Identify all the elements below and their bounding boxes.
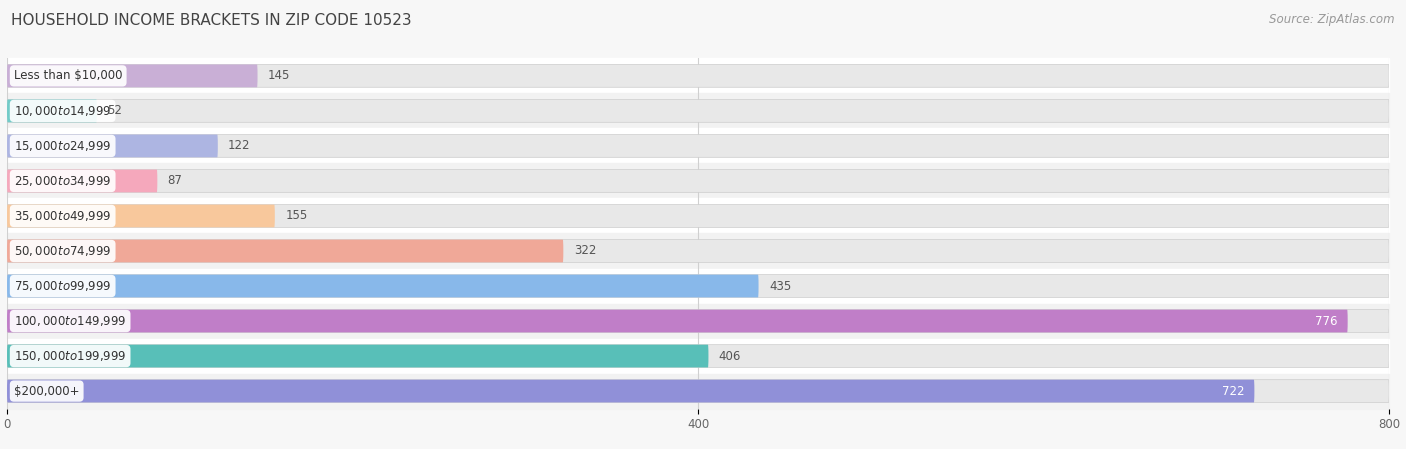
FancyBboxPatch shape bbox=[7, 345, 1389, 367]
Text: Source: ZipAtlas.com: Source: ZipAtlas.com bbox=[1270, 13, 1395, 26]
FancyBboxPatch shape bbox=[7, 380, 1389, 402]
Text: 406: 406 bbox=[718, 350, 741, 362]
FancyBboxPatch shape bbox=[7, 275, 759, 297]
Text: $10,000 to $14,999: $10,000 to $14,999 bbox=[14, 104, 111, 118]
Bar bbox=[7, 163, 1389, 198]
Bar bbox=[7, 374, 1389, 409]
Text: 776: 776 bbox=[1315, 315, 1337, 327]
Text: 435: 435 bbox=[769, 280, 792, 292]
Text: 155: 155 bbox=[285, 210, 308, 222]
FancyBboxPatch shape bbox=[7, 100, 1389, 122]
FancyBboxPatch shape bbox=[7, 135, 218, 157]
Text: $25,000 to $34,999: $25,000 to $34,999 bbox=[14, 174, 111, 188]
Text: Less than $10,000: Less than $10,000 bbox=[14, 70, 122, 82]
FancyBboxPatch shape bbox=[7, 240, 564, 262]
Text: HOUSEHOLD INCOME BRACKETS IN ZIP CODE 10523: HOUSEHOLD INCOME BRACKETS IN ZIP CODE 10… bbox=[11, 13, 412, 28]
FancyBboxPatch shape bbox=[7, 380, 1254, 402]
Text: $35,000 to $49,999: $35,000 to $49,999 bbox=[14, 209, 111, 223]
Bar bbox=[7, 269, 1389, 304]
Text: $50,000 to $74,999: $50,000 to $74,999 bbox=[14, 244, 111, 258]
FancyBboxPatch shape bbox=[7, 65, 1389, 87]
Text: 52: 52 bbox=[107, 105, 122, 117]
Text: $200,000+: $200,000+ bbox=[14, 385, 80, 397]
FancyBboxPatch shape bbox=[7, 205, 274, 227]
Bar bbox=[7, 304, 1389, 339]
Bar bbox=[7, 93, 1389, 128]
FancyBboxPatch shape bbox=[7, 100, 97, 122]
Text: 145: 145 bbox=[269, 70, 290, 82]
FancyBboxPatch shape bbox=[7, 310, 1348, 332]
FancyBboxPatch shape bbox=[7, 240, 1389, 262]
FancyBboxPatch shape bbox=[7, 65, 257, 87]
FancyBboxPatch shape bbox=[7, 310, 1389, 332]
Bar bbox=[7, 198, 1389, 233]
FancyBboxPatch shape bbox=[7, 170, 157, 192]
Bar bbox=[7, 58, 1389, 93]
FancyBboxPatch shape bbox=[7, 205, 1389, 227]
Text: $15,000 to $24,999: $15,000 to $24,999 bbox=[14, 139, 111, 153]
FancyBboxPatch shape bbox=[7, 345, 709, 367]
Text: 87: 87 bbox=[167, 175, 183, 187]
Bar bbox=[7, 339, 1389, 374]
FancyBboxPatch shape bbox=[7, 135, 1389, 157]
Bar bbox=[7, 233, 1389, 269]
Bar bbox=[7, 128, 1389, 163]
Text: $75,000 to $99,999: $75,000 to $99,999 bbox=[14, 279, 111, 293]
FancyBboxPatch shape bbox=[7, 275, 1389, 297]
Text: 122: 122 bbox=[228, 140, 250, 152]
Text: $150,000 to $199,999: $150,000 to $199,999 bbox=[14, 349, 127, 363]
FancyBboxPatch shape bbox=[7, 170, 1389, 192]
Text: 322: 322 bbox=[574, 245, 596, 257]
Text: 722: 722 bbox=[1222, 385, 1244, 397]
Text: $100,000 to $149,999: $100,000 to $149,999 bbox=[14, 314, 127, 328]
